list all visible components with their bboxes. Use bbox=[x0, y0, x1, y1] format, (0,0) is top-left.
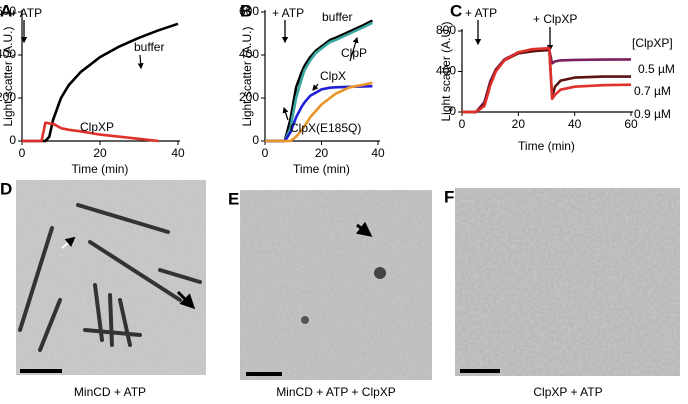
y-tick-label: 400 bbox=[436, 64, 456, 78]
chart: A 0 200 400 600 0 20 40 Time (min) Light scatter … bbox=[0, 1, 185, 176]
panel-letter: D bbox=[0, 179, 12, 198]
y-axis-title: Light scatter (A.U.) bbox=[439, 21, 453, 121]
series-line bbox=[462, 48, 632, 114]
label-arrow bbox=[137, 54, 144, 70]
x-tick-label: 0 bbox=[262, 146, 269, 160]
series-line bbox=[22, 121, 159, 143]
y-tick-label: 400 bbox=[239, 47, 259, 61]
x-tick-label: 40 bbox=[171, 146, 185, 160]
x-axis-title: Time (min) bbox=[72, 162, 129, 176]
x-tick-label: 20 bbox=[93, 146, 107, 160]
series-label: 0.9 µM bbox=[634, 107, 671, 121]
legend-title: [ClpXP] bbox=[632, 36, 673, 50]
series-label: ClpX(E185Q) bbox=[290, 121, 361, 135]
charts: A020040060002040Time (min)Light scatter … bbox=[0, 1, 675, 176]
series-line bbox=[462, 46, 632, 114]
caption: MinCD + ATP bbox=[74, 385, 146, 399]
series-label: ClpXP bbox=[80, 120, 114, 134]
y-tick-label: 800 bbox=[436, 23, 456, 37]
panel-letter: F bbox=[444, 187, 454, 206]
x-tick-label: 0 bbox=[19, 146, 26, 160]
micrograph-f bbox=[455, 188, 680, 376]
y-tick-label: 200 bbox=[239, 90, 259, 104]
micrograph-e bbox=[240, 190, 432, 380]
series-label: buffer bbox=[134, 40, 164, 54]
annotation: + ClpXP bbox=[533, 12, 577, 26]
series-label: 0.7 µM bbox=[634, 84, 671, 98]
y-tick-label: 0 bbox=[252, 133, 259, 147]
annotation: + ATP bbox=[465, 6, 497, 20]
caption: ClpXP + ATP bbox=[533, 385, 602, 399]
series-label: ClpP bbox=[341, 46, 367, 60]
y-tick-label: 200 bbox=[0, 90, 16, 104]
series-line bbox=[265, 81, 373, 143]
chart: B 0 200 400 600 0 20 40 Time (min) Light scatter … bbox=[239, 1, 385, 176]
y-tick-label: 600 bbox=[239, 4, 259, 18]
x-axis-title: Time (min) bbox=[293, 162, 350, 176]
series-line bbox=[22, 22, 179, 143]
x-tick-label: 60 bbox=[624, 117, 638, 131]
micrograph-d bbox=[16, 180, 206, 375]
series-label: buffer bbox=[322, 10, 352, 24]
y-tick-label: 0 bbox=[449, 104, 456, 118]
annotation: + ATP bbox=[272, 6, 304, 20]
y-tick-label: 400 bbox=[0, 47, 16, 61]
panel-letter: E bbox=[228, 189, 239, 208]
panel-letter: B bbox=[240, 1, 252, 20]
x-axis-title: Time (min) bbox=[518, 139, 575, 153]
caption: MinCD + ATP + ClpXP bbox=[276, 385, 396, 399]
y-axis-title: Light scatter (A.U.) bbox=[240, 26, 254, 126]
panel-letter: C bbox=[450, 1, 462, 20]
x-tick-label: 40 bbox=[371, 146, 385, 160]
annotation: + ATP bbox=[10, 6, 42, 20]
label-arrow bbox=[349, 36, 359, 62]
x-tick-label: 0 bbox=[459, 117, 466, 131]
y-axis-title: Light scatter (A.U.) bbox=[1, 26, 15, 126]
label-arrow bbox=[312, 83, 319, 91]
series-label: ClpX bbox=[320, 69, 346, 83]
x-tick-label: 20 bbox=[315, 146, 329, 160]
x-tick-label: 20 bbox=[512, 117, 526, 131]
y-tick-label: 0 bbox=[9, 133, 16, 147]
label-arrow bbox=[282, 106, 289, 121]
series-label: 0.5 µM bbox=[638, 62, 675, 76]
series-line bbox=[265, 84, 373, 143]
x-tick-label: 40 bbox=[568, 117, 582, 131]
y-tick-label: 600 bbox=[0, 4, 16, 18]
panel-letter: A bbox=[0, 1, 12, 20]
chart: C 0 400 800 0 20 40 60 Time (min) Light scatter (… bbox=[436, 1, 675, 153]
